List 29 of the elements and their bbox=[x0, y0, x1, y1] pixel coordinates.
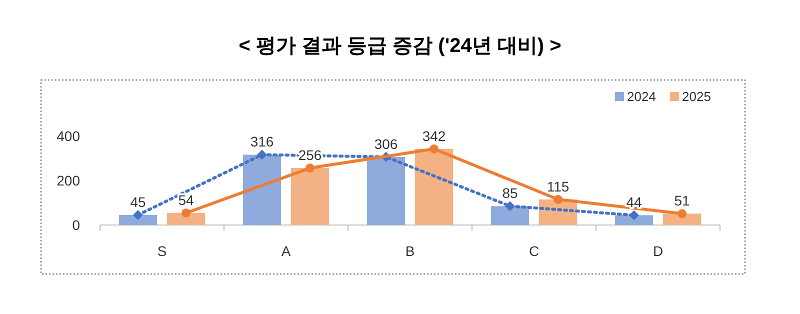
x-tick-label: D bbox=[652, 243, 664, 259]
y-tick-label: 0 bbox=[72, 217, 80, 233]
y-tick-label: 200 bbox=[56, 172, 80, 188]
data-label: 115 bbox=[546, 178, 570, 194]
bar bbox=[291, 168, 329, 225]
bar bbox=[367, 156, 405, 225]
bar bbox=[615, 215, 653, 225]
bar bbox=[119, 214, 157, 225]
bar bbox=[415, 148, 453, 225]
x-tick-label: B bbox=[405, 243, 415, 259]
data-label: 316 bbox=[250, 134, 274, 150]
legend-label: 2024 bbox=[627, 89, 656, 104]
data-label: 44 bbox=[626, 194, 642, 210]
data-label: 342 bbox=[422, 128, 446, 144]
data-label: 45 bbox=[130, 194, 146, 210]
bar bbox=[167, 212, 205, 225]
bar bbox=[243, 154, 281, 225]
data-label: 306 bbox=[374, 136, 398, 152]
data-label: 51 bbox=[674, 192, 690, 209]
x-tick-label: C bbox=[528, 243, 540, 259]
bar bbox=[663, 214, 701, 225]
bar bbox=[491, 206, 529, 225]
data-label: 54 bbox=[178, 192, 194, 208]
chart-title: < 평가 결과 등급 증감 ('24년 대비) > bbox=[238, 35, 562, 57]
x-tick-label: A bbox=[281, 243, 292, 259]
x-tick-label: S bbox=[157, 243, 167, 259]
legend-label: 2025 bbox=[682, 89, 711, 104]
y-tick-label: 400 bbox=[56, 128, 80, 144]
data-label: 85 bbox=[502, 185, 518, 202]
